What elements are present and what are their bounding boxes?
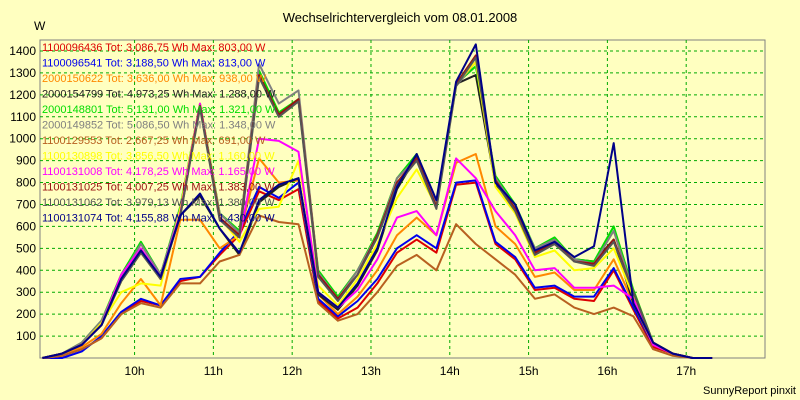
axes: 100 200 300 400 500 600 700 800 900 1000 1100 1200 1… — [9, 44, 696, 378]
x-tick-label: 13h — [361, 364, 381, 378]
y-tick-label: 700 — [16, 197, 36, 211]
y-tick-label: 200 — [16, 307, 36, 321]
x-tick-label: 12h — [282, 364, 302, 378]
series-layer — [42, 43, 713, 359]
series-line-3 — [42, 153, 713, 359]
y-tick-label: 600 — [16, 219, 36, 233]
legend-entry-6: 2000149852 Tot: 5.086,50 Wh Max: 1.348,0… — [42, 120, 276, 132]
y-tick-label: 400 — [16, 263, 36, 277]
chart-title: Wechselrichtervergleich vom 08.01.2008 — [283, 10, 518, 25]
legend-entry-11: 1100131062 Tot: 3.979,13 Wh Max: 1.380,0… — [42, 197, 275, 209]
x-tick-label: 14h — [440, 364, 460, 378]
legend-entry-10: 1100131025 Tot: 4.007,25 Wh Max: 1.383,0… — [42, 182, 275, 194]
x-tick-label: 16h — [597, 364, 617, 378]
legend: 1100096436 Tot: 3.086,75 Wh Max: 803,00 … — [42, 42, 276, 225]
series-line-11 — [42, 56, 713, 359]
legend-entry-7: 1100129553 Tot: 2.667,25 Wh Max: 691,00 … — [42, 135, 266, 147]
y-tick-label: 800 — [16, 176, 36, 190]
y-tick-label: 1000 — [9, 132, 36, 146]
footer-credit: SunnyReport pinxit — [703, 385, 796, 397]
legend-entry-9: 1100131008 Tot: 4.178,25 Wh Max: 1.165,0… — [42, 166, 275, 178]
x-tick-label: 15h — [519, 364, 539, 378]
series-line-12 — [42, 43, 713, 359]
y-tick-label: 500 — [16, 241, 36, 255]
y-tick-label: 1300 — [9, 66, 36, 80]
legend-entry-1: 1100096436 Tot: 3.086,75 Wh Max: 803,00 … — [42, 42, 266, 54]
y-axis-unit-label: W — [34, 19, 46, 33]
y-tick-label: 1200 — [9, 88, 36, 102]
x-tick-label: 10h — [125, 364, 145, 378]
x-tick-label: 11h — [204, 364, 223, 378]
series-line-8 — [42, 60, 713, 359]
series-line-7 — [42, 214, 713, 359]
y-tick-label: 100 — [16, 329, 36, 343]
legend-entry-3: 2000150622 Tot: 3.636,00 Wh Max: 938,00 … — [42, 73, 267, 85]
legend-entry-4: 2000154799 Tot: 4.973,25 Wh Max: 1.288,0… — [42, 89, 276, 101]
legend-entry-5: 2000148801 Tot: 5.131,00 Wh Max: 1.321,0… — [42, 104, 276, 116]
grid — [40, 40, 765, 358]
y-tick-label: 1100 — [10, 110, 36, 124]
y-tick-label: 1400 — [9, 44, 36, 58]
y-tick-label: 300 — [16, 285, 36, 299]
legend-entry-12: 1100131074 Tot: 4.155,88 Wh Max: 1.430,0… — [42, 213, 275, 225]
x-tick-label: 17h — [676, 364, 696, 378]
y-tick-label: 900 — [16, 154, 36, 168]
legend-entry-2: 1100096541 Tot: 3.188,50 Wh Max: 813,00 … — [42, 58, 266, 70]
legend-entry-8: 1100130898 Tot: 3.856,50 Wh Max: 1.160,0… — [42, 151, 275, 163]
